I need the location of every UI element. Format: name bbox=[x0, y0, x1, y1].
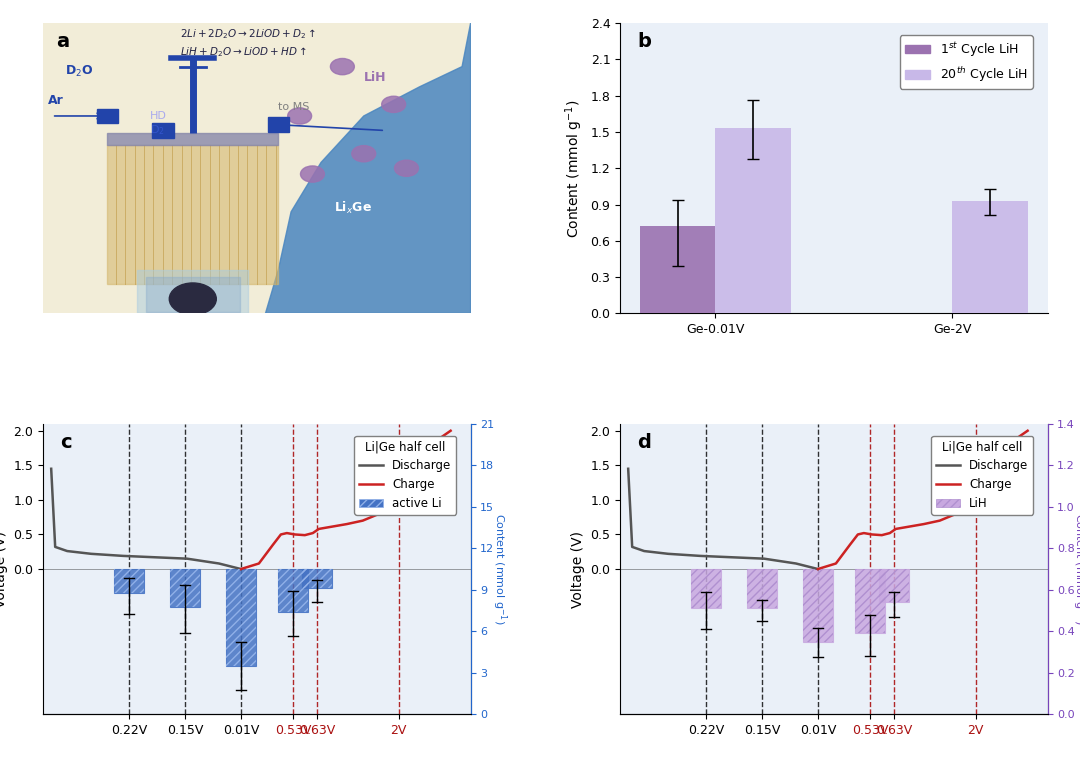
Bar bbox=[226, 569, 256, 666]
Text: D$_2$O: D$_2$O bbox=[65, 65, 93, 79]
Circle shape bbox=[394, 160, 418, 177]
Text: c: c bbox=[60, 432, 72, 452]
Circle shape bbox=[300, 166, 324, 182]
Text: Ar: Ar bbox=[48, 94, 64, 108]
Circle shape bbox=[287, 108, 312, 124]
Legend: Discharge, Charge, active Li: Discharge, Charge, active Li bbox=[354, 435, 456, 515]
Bar bbox=[226, 569, 256, 666]
Bar bbox=[96, 109, 118, 123]
Bar bbox=[691, 569, 721, 608]
Bar bbox=[107, 145, 279, 284]
Text: LiH: LiH bbox=[364, 71, 387, 84]
Bar bbox=[639, 227, 715, 313]
Y-axis label: Voltage (V): Voltage (V) bbox=[0, 531, 8, 607]
Polygon shape bbox=[266, 23, 471, 313]
Circle shape bbox=[330, 58, 354, 74]
Bar bbox=[301, 569, 332, 588]
Circle shape bbox=[352, 146, 376, 162]
Bar bbox=[879, 569, 909, 602]
Text: a: a bbox=[56, 31, 69, 51]
Text: Li$_x$Ge: Li$_x$Ge bbox=[334, 200, 372, 216]
Bar bbox=[278, 569, 308, 612]
Bar bbox=[268, 118, 289, 132]
Bar bbox=[152, 123, 174, 137]
Bar bbox=[278, 569, 308, 612]
Text: to MS: to MS bbox=[279, 102, 310, 112]
Bar bbox=[137, 270, 248, 313]
Circle shape bbox=[381, 96, 406, 112]
Bar bbox=[301, 569, 332, 588]
Circle shape bbox=[170, 283, 216, 315]
Bar bbox=[715, 128, 792, 313]
Bar bbox=[746, 569, 778, 608]
Text: $2Li + 2D_2O \rightarrow 2LiOD + D_2\uparrow$: $2Li + 2D_2O \rightarrow 2LiOD + D_2\upa… bbox=[180, 28, 316, 41]
Legend: 1$^{st}$ Cycle LiH, 20$^{th}$ Cycle LiH: 1$^{st}$ Cycle LiH, 20$^{th}$ Cycle LiH bbox=[900, 35, 1032, 89]
Bar bbox=[953, 201, 1028, 313]
Y-axis label: Voltage (V): Voltage (V) bbox=[571, 531, 585, 607]
Bar bbox=[113, 569, 145, 593]
Y-axis label: Content (mmol g$^{-1}$): Content (mmol g$^{-1}$) bbox=[1070, 513, 1080, 625]
Bar bbox=[854, 569, 885, 634]
Bar bbox=[691, 569, 721, 608]
Bar bbox=[113, 569, 145, 593]
Text: d: d bbox=[637, 432, 651, 452]
Text: D$_2$: D$_2$ bbox=[150, 124, 165, 137]
Bar bbox=[107, 134, 279, 145]
Bar bbox=[802, 569, 833, 641]
Text: b: b bbox=[637, 31, 651, 51]
Text: $LiH + D_2O \rightarrow LiOD + HD\uparrow$: $LiH + D_2O \rightarrow LiOD + HD\uparro… bbox=[180, 45, 307, 59]
Bar bbox=[170, 569, 200, 607]
Bar bbox=[170, 569, 200, 607]
Bar bbox=[746, 569, 778, 608]
Text: HD: HD bbox=[150, 111, 167, 121]
Y-axis label: Content (mmol g$^{-1}$): Content (mmol g$^{-1}$) bbox=[564, 99, 585, 237]
Bar bbox=[802, 569, 833, 641]
Bar bbox=[879, 569, 909, 602]
Bar bbox=[146, 277, 240, 312]
Legend: Discharge, Charge, LiH: Discharge, Charge, LiH bbox=[931, 435, 1034, 515]
Bar bbox=[854, 569, 885, 634]
Y-axis label: Content (mmol g$^{-1}$): Content (mmol g$^{-1}$) bbox=[489, 513, 509, 625]
